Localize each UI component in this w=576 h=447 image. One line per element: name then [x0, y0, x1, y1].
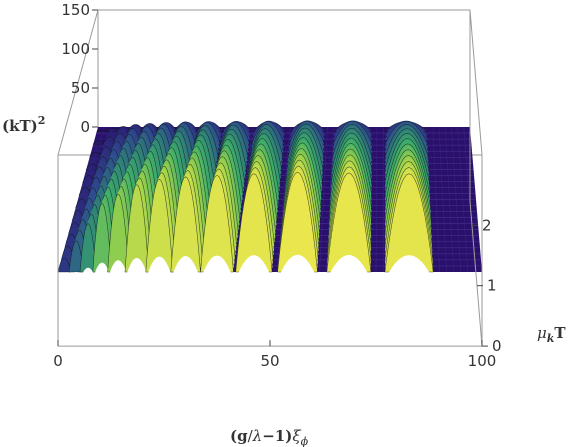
front-gap	[170, 256, 201, 347]
z-axis-label: (kT)2	[2, 114, 45, 135]
surface-band	[92, 124, 145, 347]
surface-slice	[105, 130, 119, 136]
surface-band	[200, 121, 253, 347]
surface-slice	[170, 176, 201, 273]
floor-gridline	[463, 126, 476, 273]
front-gap	[235, 255, 273, 347]
floor-gridline	[234, 126, 254, 273]
surface-band	[235, 120, 287, 347]
surface-slice	[92, 203, 112, 273]
front-gap	[125, 258, 149, 347]
surface-slice	[145, 178, 174, 273]
surface-slice	[88, 156, 101, 162]
surface-slice	[235, 173, 273, 273]
front-gap	[326, 255, 371, 347]
surface-slice	[57, 257, 72, 273]
x-tick-label: 0	[53, 352, 63, 370]
floor-gridline	[451, 126, 461, 273]
front-gap	[58, 276, 71, 347]
front-gap	[92, 262, 112, 347]
z-tick-label: 100	[61, 40, 90, 58]
surface-slice	[96, 129, 109, 132]
surface-band	[145, 121, 199, 347]
surface-slice	[200, 174, 234, 273]
surface-band	[326, 120, 374, 347]
floor-gridline	[438, 126, 447, 273]
surface-slice	[92, 144, 104, 149]
front-gap	[277, 254, 318, 347]
floor-gridline	[276, 126, 291, 273]
front-gap	[200, 255, 234, 347]
surface-slice	[95, 133, 107, 136]
x-tick-label: 50	[260, 352, 279, 370]
x-axis-label: (g/λ−1)ξϕ	[230, 427, 309, 447]
floor-gridline	[375, 126, 378, 273]
floor-gridline	[326, 126, 334, 273]
y-tick-label: 2	[482, 216, 492, 234]
surface-band	[57, 129, 109, 347]
surface-slice	[94, 137, 106, 140]
surface-slice	[85, 163, 99, 170]
surface-slice	[92, 140, 106, 145]
surface-slice	[107, 193, 130, 273]
y-axis-label: μkT	[537, 324, 566, 345]
x-tick-label: 100	[468, 352, 497, 370]
surface-slice	[384, 173, 434, 273]
floor-gridline	[432, 126, 440, 273]
front-gap	[69, 272, 84, 347]
surface-bands	[57, 120, 434, 347]
surface-slice	[89, 151, 102, 158]
surface-band	[170, 121, 223, 347]
z-tick-label: 150	[61, 1, 90, 19]
y-tick-label: 1	[487, 277, 497, 295]
front-gap	[107, 260, 129, 347]
front-gap	[80, 267, 97, 347]
floor-gridline	[457, 126, 469, 273]
surface-slice	[326, 172, 372, 273]
z-tick-label: 0	[80, 118, 90, 136]
front-gap	[145, 256, 173, 347]
floor-gridline	[319, 126, 328, 273]
surface-slice	[277, 171, 318, 273]
floor-gridline	[445, 126, 454, 273]
surface-band	[384, 120, 434, 347]
surface-slice	[124, 184, 150, 273]
front-gap	[384, 255, 434, 347]
y-tick-label: 0	[492, 337, 502, 355]
surface-band	[277, 120, 327, 347]
z-tick-label: 50	[71, 79, 90, 97]
surface-slice	[90, 148, 103, 153]
